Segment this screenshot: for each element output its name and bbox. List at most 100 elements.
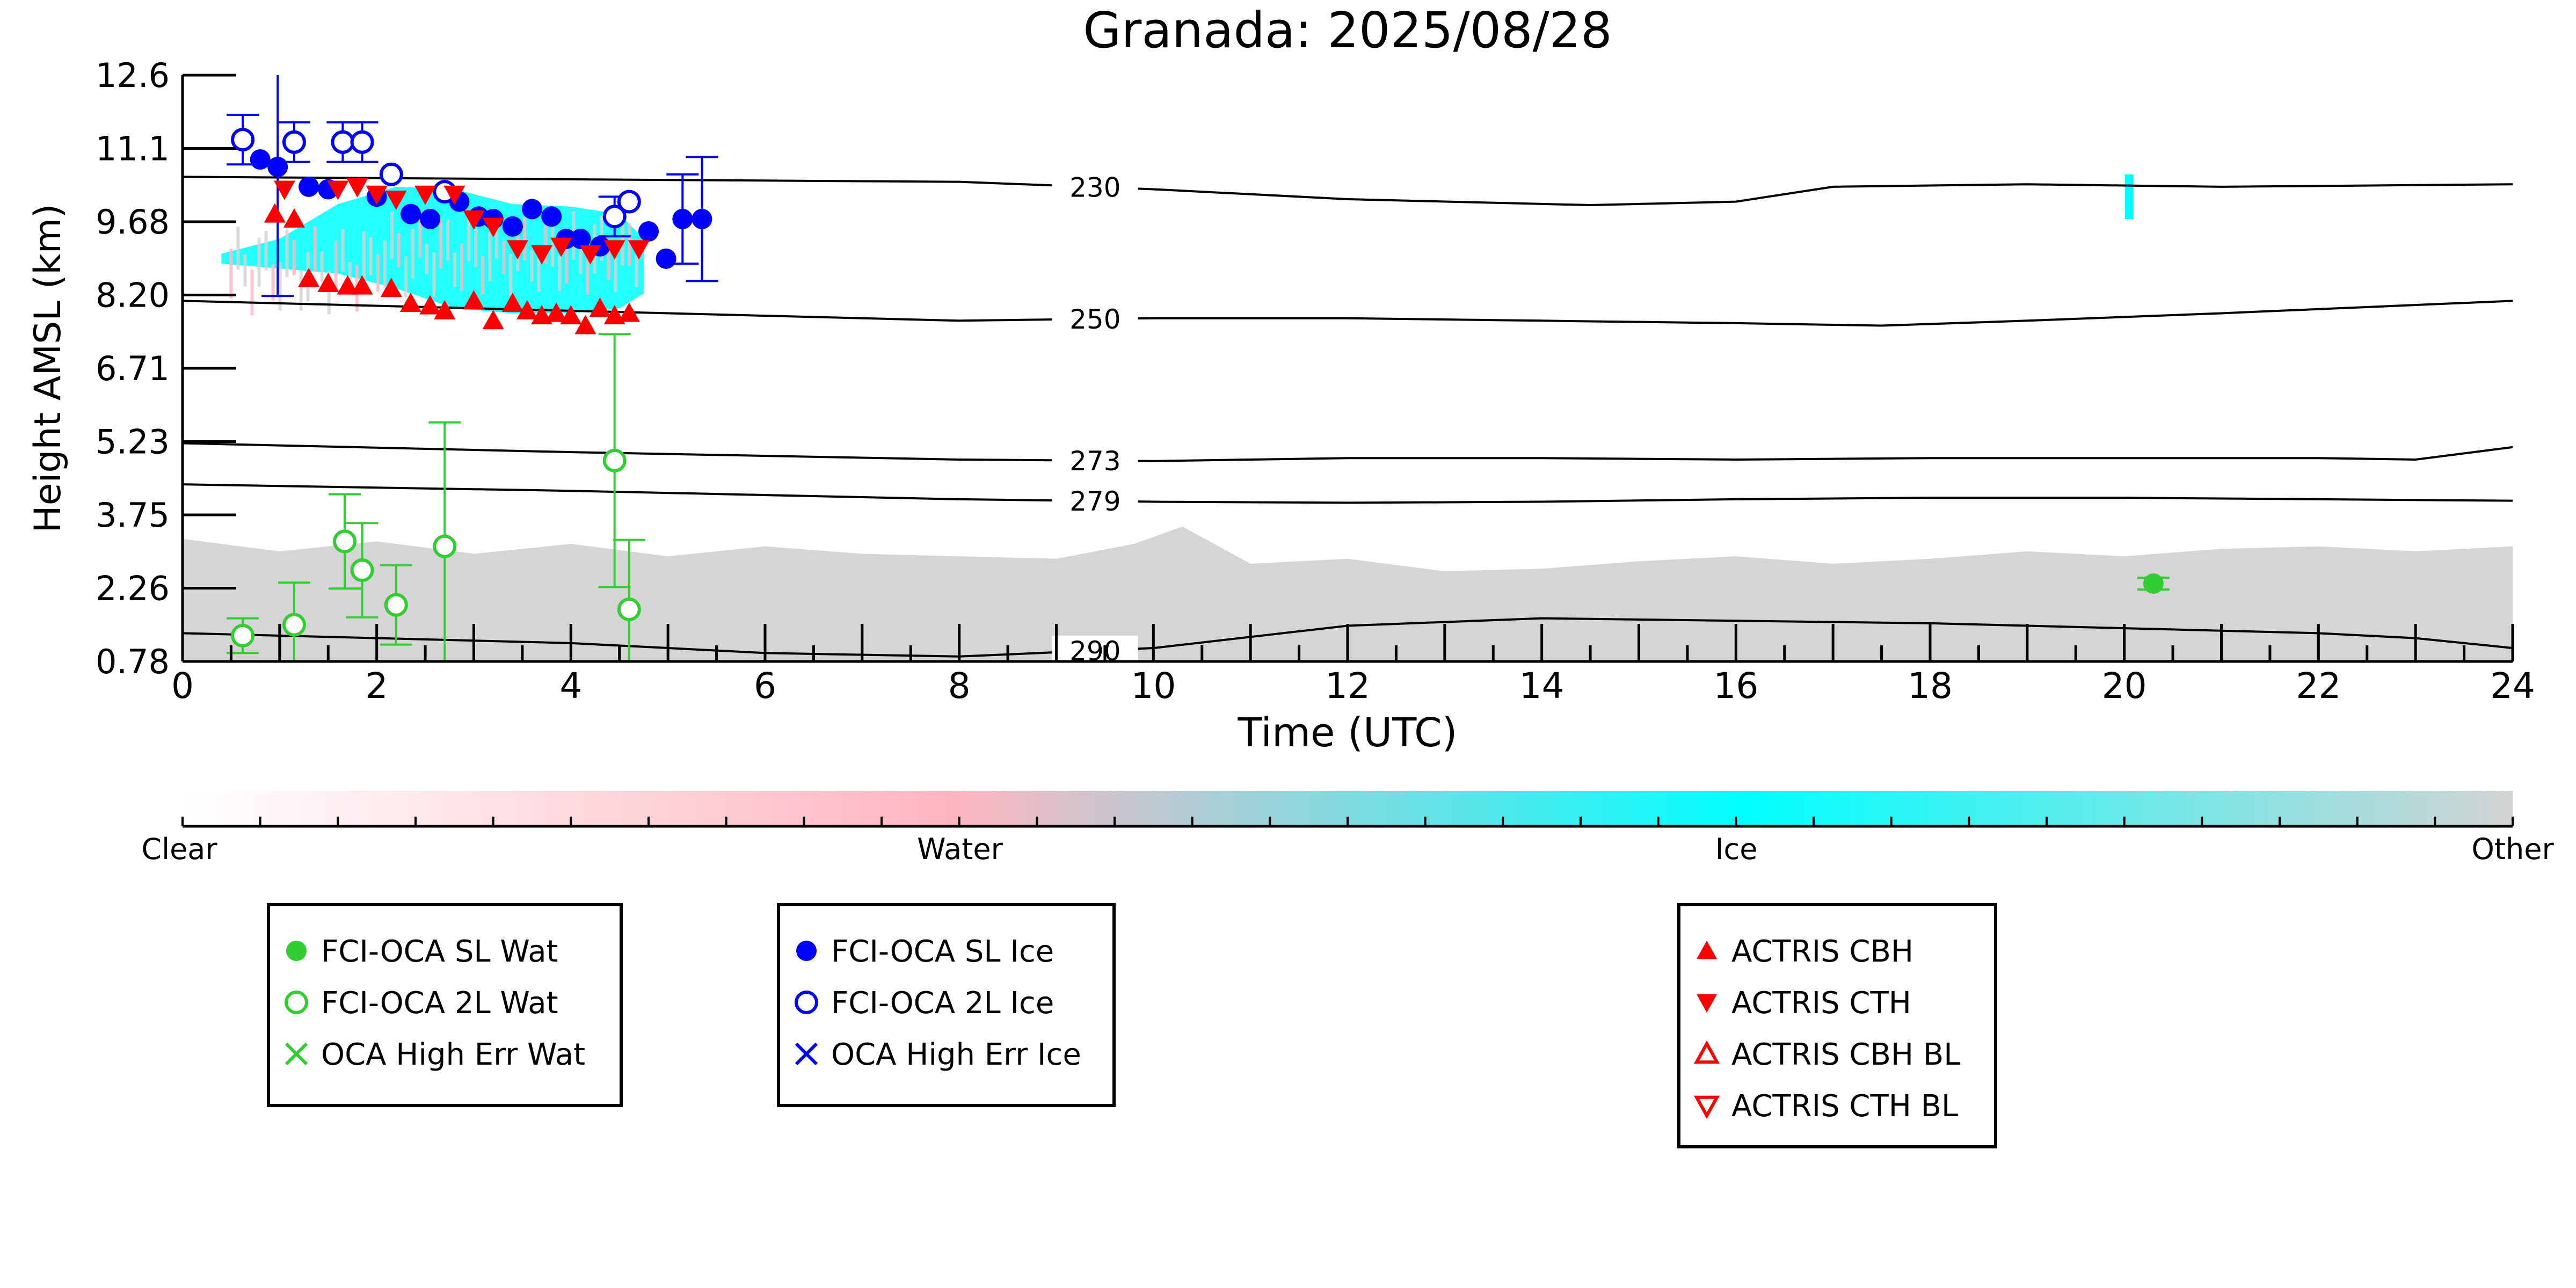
fci-oca-sl-ice-point	[656, 248, 676, 269]
y-axis-label: Height AMSL (km)	[27, 204, 69, 533]
fci-oca-2l-wat-point	[433, 534, 457, 558]
isotherm-label-bg-250	[1052, 304, 1138, 334]
y-tick-label: 3.75	[96, 496, 170, 535]
fci-oca-sl-ice-point	[400, 203, 421, 224]
x-tick-label: 4	[559, 665, 582, 707]
isotherm-273	[183, 442, 2513, 462]
legend-box-3	[1677, 903, 1997, 1148]
fci-oca-sl-ice-point	[267, 156, 288, 177]
legend-marker-fci-oca-2l-wat	[285, 991, 308, 1014]
x-tick-label: 2	[366, 665, 388, 707]
isotherm-250	[183, 300, 2513, 327]
ice-class-patch	[2124, 174, 2134, 219]
actris-cbh-point	[337, 275, 359, 295]
legend-label-fci-oca-2l-ice: FCI-OCA 2L Ice	[831, 986, 1054, 1021]
legend-marker-fci-oca-2l-ice	[795, 991, 818, 1014]
colorbar-label-other: Other	[2471, 832, 2554, 866]
y-tick-label: 11.1	[96, 129, 170, 169]
actris-cbh-point	[501, 292, 523, 312]
fci-oca-sl-ice-point	[299, 176, 319, 197]
fci-oca-2l-ice-point	[602, 205, 627, 229]
legend-marker-actris-cth	[1697, 994, 1717, 1013]
isotherm-230	[183, 176, 2513, 207]
fci-oca-sl-ice-point	[250, 149, 271, 170]
actris-cbh-point	[463, 290, 485, 310]
actris-cbh-point	[264, 203, 286, 223]
x-tick-label: 22	[2296, 665, 2341, 707]
fci-oca-2l-ice-point	[350, 130, 374, 154]
actris-cth-point	[531, 245, 553, 265]
legend-marker-oca-high-err-wat	[285, 1042, 308, 1066]
x-tick-label: 6	[754, 665, 776, 707]
actris-cth-point	[603, 240, 625, 260]
y-tick-label: 8.20	[96, 276, 170, 315]
legend-marker-actris-cth-bl	[1693, 1095, 1720, 1119]
colorbar: Clear Water Ice Other	[141, 791, 2554, 866]
legend-label-fci-oca-sl-wat: FCI-OCA SL Wat	[321, 934, 558, 969]
legend-label-actris-cth: ACTRIS CTH	[1731, 986, 1911, 1021]
fci-oca-2l-ice-point	[617, 190, 641, 214]
actris-cbh-point	[560, 305, 582, 325]
y-ticks: 0.78 2.26 3.75 5.23 6.71 8.20 9.68 11.1 12.6	[96, 56, 236, 681]
isotherm-label-bg-279	[1052, 486, 1138, 516]
actris-cth-point	[346, 178, 368, 198]
legend-box-2	[777, 903, 1116, 1107]
actris-cth-point	[414, 185, 436, 205]
y-tick-label: 6.71	[96, 349, 170, 388]
x-tick-label: 18	[1908, 665, 1953, 707]
actris-cbh-point	[516, 300, 538, 319]
actris-cbh-point	[434, 300, 456, 319]
background-classification	[183, 174, 2513, 661]
y-tick-label: 9.68	[96, 202, 170, 242]
legend-marker-fci-oca-sl-ice	[796, 941, 817, 961]
x-ticks: 0 2 4 6 8 10 12 14 16 18 20 22 24	[171, 624, 2535, 707]
fci-oca-2l-wat-point	[350, 558, 374, 583]
fci-oca-2l-wat-point	[282, 613, 306, 637]
fci-oca-sl-ice-point	[541, 206, 562, 227]
x-tick-label: 12	[1325, 665, 1370, 707]
actris-cbh-point	[283, 208, 305, 228]
actris-cth-point	[579, 245, 601, 265]
isotherm-label-230: 230	[1069, 172, 1120, 203]
fci-oca-2l-wat-point	[384, 593, 408, 617]
legend-marker-oca-high-err-ice	[795, 1042, 818, 1066]
fci-oca-2l-wat-point	[332, 529, 356, 554]
actris-cbh-point	[419, 295, 441, 315]
actris-cth-point	[385, 190, 407, 210]
x-tick-label: 10	[1131, 665, 1176, 707]
actris-cth-point	[628, 240, 650, 260]
x-axis-label: Time (UTC)	[1237, 710, 1457, 756]
legend-box-1	[267, 903, 623, 1107]
isotherm-279	[183, 483, 2513, 504]
legend-label-oca-high-err-ice: OCA High Err Ice	[831, 1037, 1081, 1072]
y-tick-label: 2.26	[96, 569, 170, 608]
legend-marker-fci-oca-sl-wat	[286, 941, 307, 961]
fci-oca-sl-ice-point	[672, 208, 693, 229]
y-tick-label: 0.78	[96, 642, 170, 681]
y-tick-label: 12.6	[96, 56, 170, 95]
colorbar-ticks	[181, 817, 2514, 826]
fci-oca-sl-ice-point	[638, 221, 659, 242]
colorbar-label-clear: Clear	[141, 832, 217, 866]
y-tick-label: 5.23	[96, 423, 170, 462]
fci-oca-2l-ice-point	[331, 130, 355, 154]
actris-cth-point	[463, 210, 485, 230]
isotherm-label-250: 250	[1069, 304, 1120, 335]
actris-cbh-point	[351, 275, 373, 295]
fci-oca-sl-ice-point	[502, 216, 523, 237]
actris-cth-point	[366, 185, 388, 205]
x-tick-label: 24	[2490, 665, 2535, 707]
fci-oca-2l-wat-point	[602, 448, 627, 472]
actris-cth-point	[273, 180, 295, 200]
legend-marker-actris-cbh-bl	[1693, 1040, 1720, 1064]
legend: FCI-OCA SL Wat FCI-OCA 2L Wat OCA High Err…	[267, 903, 1997, 1148]
legend-label-oca-high-err-wat: OCA High Err Wat	[321, 1037, 585, 1072]
legend-label-fci-oca-sl-ice: FCI-OCA SL Ice	[831, 934, 1054, 969]
legend-label-actris-cbh: ACTRIS CBH	[1731, 934, 1913, 969]
fci-oca-2l-ice-point	[282, 130, 306, 154]
actris-cbh-point	[298, 267, 320, 287]
data-markers	[231, 128, 2164, 647]
legend-marker-actris-cbh	[1697, 941, 1717, 959]
x-tick-label: 16	[1713, 665, 1758, 707]
